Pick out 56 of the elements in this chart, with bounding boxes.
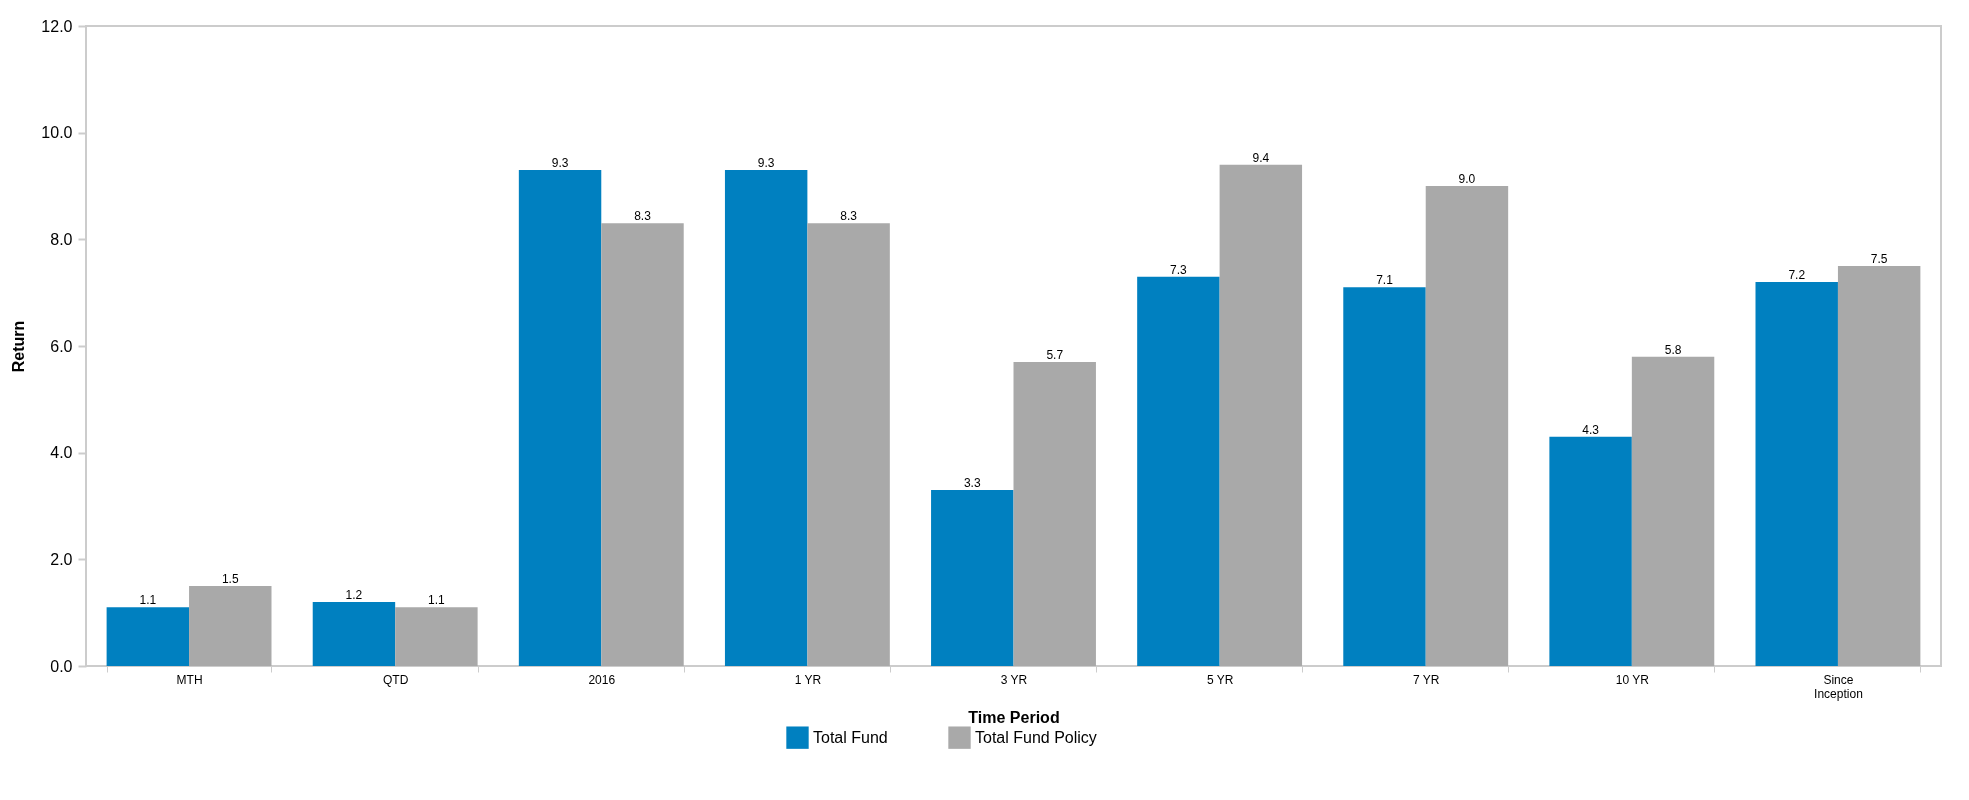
bar (1013, 362, 1096, 666)
bar (106, 607, 190, 666)
x-tick-label: 5 YR (1206, 672, 1234, 687)
data-label: 3.3 (963, 476, 981, 490)
data-label: 7.3 (1170, 262, 1188, 277)
bar (1631, 356, 1715, 666)
bar (1343, 287, 1426, 666)
data-label: 1.1 (139, 593, 157, 608)
y-tick-label: 4.0 (50, 444, 73, 462)
data-label: 1.2 (345, 588, 363, 602)
data-label: 7.1 (1376, 273, 1394, 288)
data-label: 1.1 (428, 593, 446, 608)
data-label: 7.2 (1788, 268, 1806, 282)
bar (1425, 186, 1509, 666)
y-tick-label: 0.0 (50, 657, 73, 675)
x-tick-label: 10 YR (1615, 672, 1650, 687)
x-tick-label: 1 YR (794, 672, 822, 687)
data-label: 9.3 (551, 156, 569, 170)
x-tick-label: 7 YR (1412, 672, 1440, 687)
data-label: 7.5 (1870, 252, 1888, 266)
bar (601, 223, 684, 666)
data-label: 5.7 (1046, 348, 1064, 362)
data-label: 9.3 (757, 156, 775, 170)
bar (189, 586, 272, 666)
x-tick-label: 3 YR (1000, 672, 1028, 687)
data-label: 9.0 (1458, 172, 1476, 186)
x-axis-title: Time Period (968, 708, 1060, 726)
bar (1755, 282, 1838, 666)
data-label: 8.3 (634, 209, 652, 224)
bar (1137, 276, 1220, 666)
legend-label: Total Fund (813, 728, 888, 746)
bar (312, 602, 396, 666)
data-label: 9.4 (1252, 150, 1270, 165)
x-tick-label: 2016 (588, 672, 616, 687)
y-tick-label: 6.0 (50, 337, 73, 355)
bar (1837, 266, 1921, 666)
y-tick-label: 8.0 (50, 230, 73, 248)
data-label: 1.5 (221, 572, 239, 586)
bar (724, 170, 808, 666)
bar (807, 223, 890, 666)
y-axis-title: Return (10, 320, 28, 373)
legend-label: Total Fund Policy (975, 728, 1097, 746)
data-label: 8.3 (840, 209, 858, 224)
y-tick-label: 2.0 (50, 550, 73, 568)
y-tick-label: 10.0 (41, 124, 73, 142)
bar (395, 607, 478, 666)
bar (1219, 164, 1303, 666)
data-label: 5.8 (1664, 342, 1682, 357)
y-tick-label: 12.0 (41, 17, 73, 35)
bar (518, 170, 602, 666)
data-label: 4.3 (1582, 422, 1600, 437)
x-tick-label: QTD (382, 672, 409, 687)
bar (1549, 436, 1632, 666)
x-tick-label: Since Inception (1814, 672, 1863, 701)
bar (931, 490, 1014, 666)
x-tick-label: MTH (176, 672, 203, 687)
